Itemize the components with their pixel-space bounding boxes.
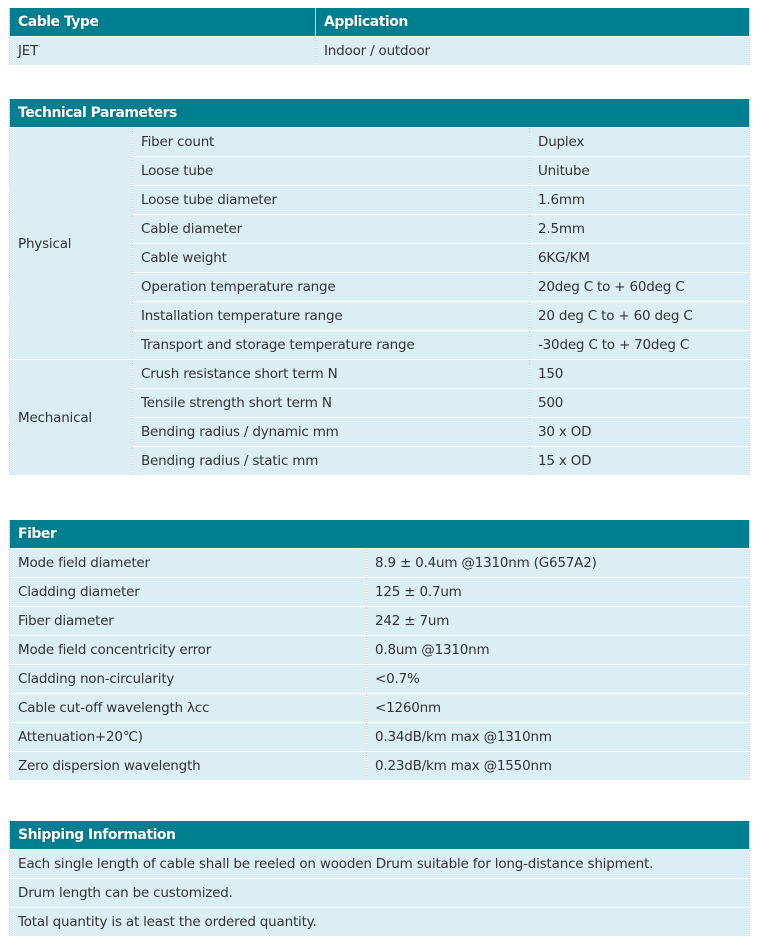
parameter-name: Fiber diameter (9, 606, 367, 636)
parameter-name: Mode field diameter (9, 548, 367, 578)
table-row: Cable weight 6KG/KM (10, 243, 750, 273)
table-row: Mode field diameter 8.9 ± 0.4um @1310nm (… (9, 548, 750, 578)
cable-type-table: Cable Type Application JET Indoor / outd… (9, 7, 750, 66)
parameter-value: 0.23dB/km max @1550nm (366, 751, 750, 781)
parameter-name: Loose tube (132, 156, 530, 186)
table-header-row: Shipping Information (9, 820, 750, 850)
table-header-row: Technical Parameters (9, 98, 750, 128)
parameter-name: Crush resistance short term N (132, 359, 530, 389)
parameter-value: 20 deg C to + 60 deg C (529, 301, 750, 331)
fiber-title: Fiber (9, 519, 750, 549)
table-row: Cable cut-off wavelength λcc <1260nm (9, 693, 750, 723)
fiber-table: Fiber Mode field diameter 8.9 ± 0.4um @13… (9, 519, 750, 781)
parameter-name: Cladding non-circularity (9, 664, 367, 694)
parameter-name: Installation temperature range (132, 301, 530, 331)
parameter-value: <0.7% (366, 664, 750, 694)
table-header-row: Cable Type Application (9, 7, 750, 37)
parameter-value: 2.5mm (529, 214, 750, 244)
table-row: Drum length can be customized. (9, 878, 750, 908)
parameter-value: 0.34dB/km max @1310nm (366, 722, 750, 752)
parameter-name: Fiber count (132, 127, 530, 157)
parameter-value: 242 ± 7um (366, 606, 750, 636)
parameter-name: Bending radius / static mm (132, 446, 530, 476)
shipping-note: Drum length can be customized. (9, 878, 750, 908)
parameter-value: 30 x OD (529, 417, 750, 447)
parameter-name: Zero dispersion wavelength (9, 751, 367, 781)
table-row: Operation temperature range 20deg C to + … (10, 272, 750, 302)
table-row: JET Indoor / outdoor (9, 36, 750, 66)
table-row: Installation temperature range 20 deg C t… (10, 301, 750, 331)
parameter-name: Operation temperature range (132, 272, 530, 302)
parameter-value: Unitube (529, 156, 750, 186)
table-row: Bending radius / static mm 15 x OD (10, 446, 750, 476)
shipping-information-title: Shipping Information (9, 820, 750, 850)
header-application: Application (315, 7, 750, 37)
parameter-value: 8.9 ± 0.4um @1310nm (G657A2) (366, 548, 750, 578)
parameter-value: 6KG/KM (529, 243, 750, 273)
technical-parameters-table: Technical Parameters Physical Fiber count… (9, 98, 750, 476)
table-row: Cladding diameter 125 ± 0.7um (9, 577, 750, 607)
table-row: Physical Fiber count Duplex (9, 127, 750, 360)
parameter-name: Tensile strength short term N (132, 388, 530, 418)
table-row: Cable diameter 2.5mm (10, 214, 750, 244)
parameter-name: Bending radius / dynamic mm (132, 417, 530, 447)
shipping-note: Total quantity is at least the ordered q… (9, 907, 750, 937)
header-cable-type: Cable Type (9, 7, 316, 37)
parameter-name: Cable weight (132, 243, 530, 273)
parameter-name: Attenuation+20℃) (9, 722, 367, 752)
parameter-value: -30deg C to + 70deg C (529, 330, 750, 360)
parameter-value: 1.6mm (529, 185, 750, 215)
parameter-name: Transport and storage temperature range (132, 330, 530, 360)
table-row: Cladding non-circularity <0.7% (9, 664, 750, 694)
shipping-note: Each single length of cable shall be ree… (9, 849, 750, 879)
shipping-information-table: Shipping Information Each single length … (9, 820, 750, 937)
table-row: Fiber diameter 242 ± 7um (9, 606, 750, 636)
parameter-value: 150 (529, 359, 750, 389)
table-row: Attenuation+20℃) 0.34dB/km max @1310nm (9, 722, 750, 752)
table-row: Each single length of cable shall be ree… (9, 849, 750, 879)
table-row: Loose tube Unitube (10, 156, 750, 186)
parameter-value: 20deg C to + 60deg C (529, 272, 750, 302)
table-row: Tensile strength short term N 500 (10, 388, 750, 418)
group-label: Mechanical (9, 359, 133, 476)
parameter-name: Loose tube diameter (132, 185, 530, 215)
parameter-name: Mode field concentricity error (9, 635, 367, 665)
parameter-value: 500 (529, 388, 750, 418)
parameter-name: Cable diameter (132, 214, 530, 244)
parameter-name: Cable cut-off wavelength λcc (9, 693, 367, 723)
table-row: Mode field concentricity error 0.8um @131… (9, 635, 750, 665)
table-row: Transport and storage temperature range -… (10, 330, 750, 360)
group-label: Physical (9, 127, 133, 360)
cable-type-value: JET (9, 36, 316, 66)
table-header-row: Fiber (9, 519, 750, 549)
table-row: Total quantity is at least the ordered q… (9, 907, 750, 937)
parameter-value: 125 ± 0.7um (366, 577, 750, 607)
parameter-value: 0.8um @1310nm (366, 635, 750, 665)
technical-parameters-title: Technical Parameters (9, 98, 750, 128)
parameter-value: Duplex (529, 127, 750, 157)
application-value: Indoor / outdoor (315, 36, 750, 66)
table-row: Zero dispersion wavelength 0.23dB/km max … (9, 751, 750, 781)
parameter-value: <1260nm (366, 693, 750, 723)
parameter-name: Cladding diameter (9, 577, 367, 607)
parameter-value: 15 x OD (529, 446, 750, 476)
